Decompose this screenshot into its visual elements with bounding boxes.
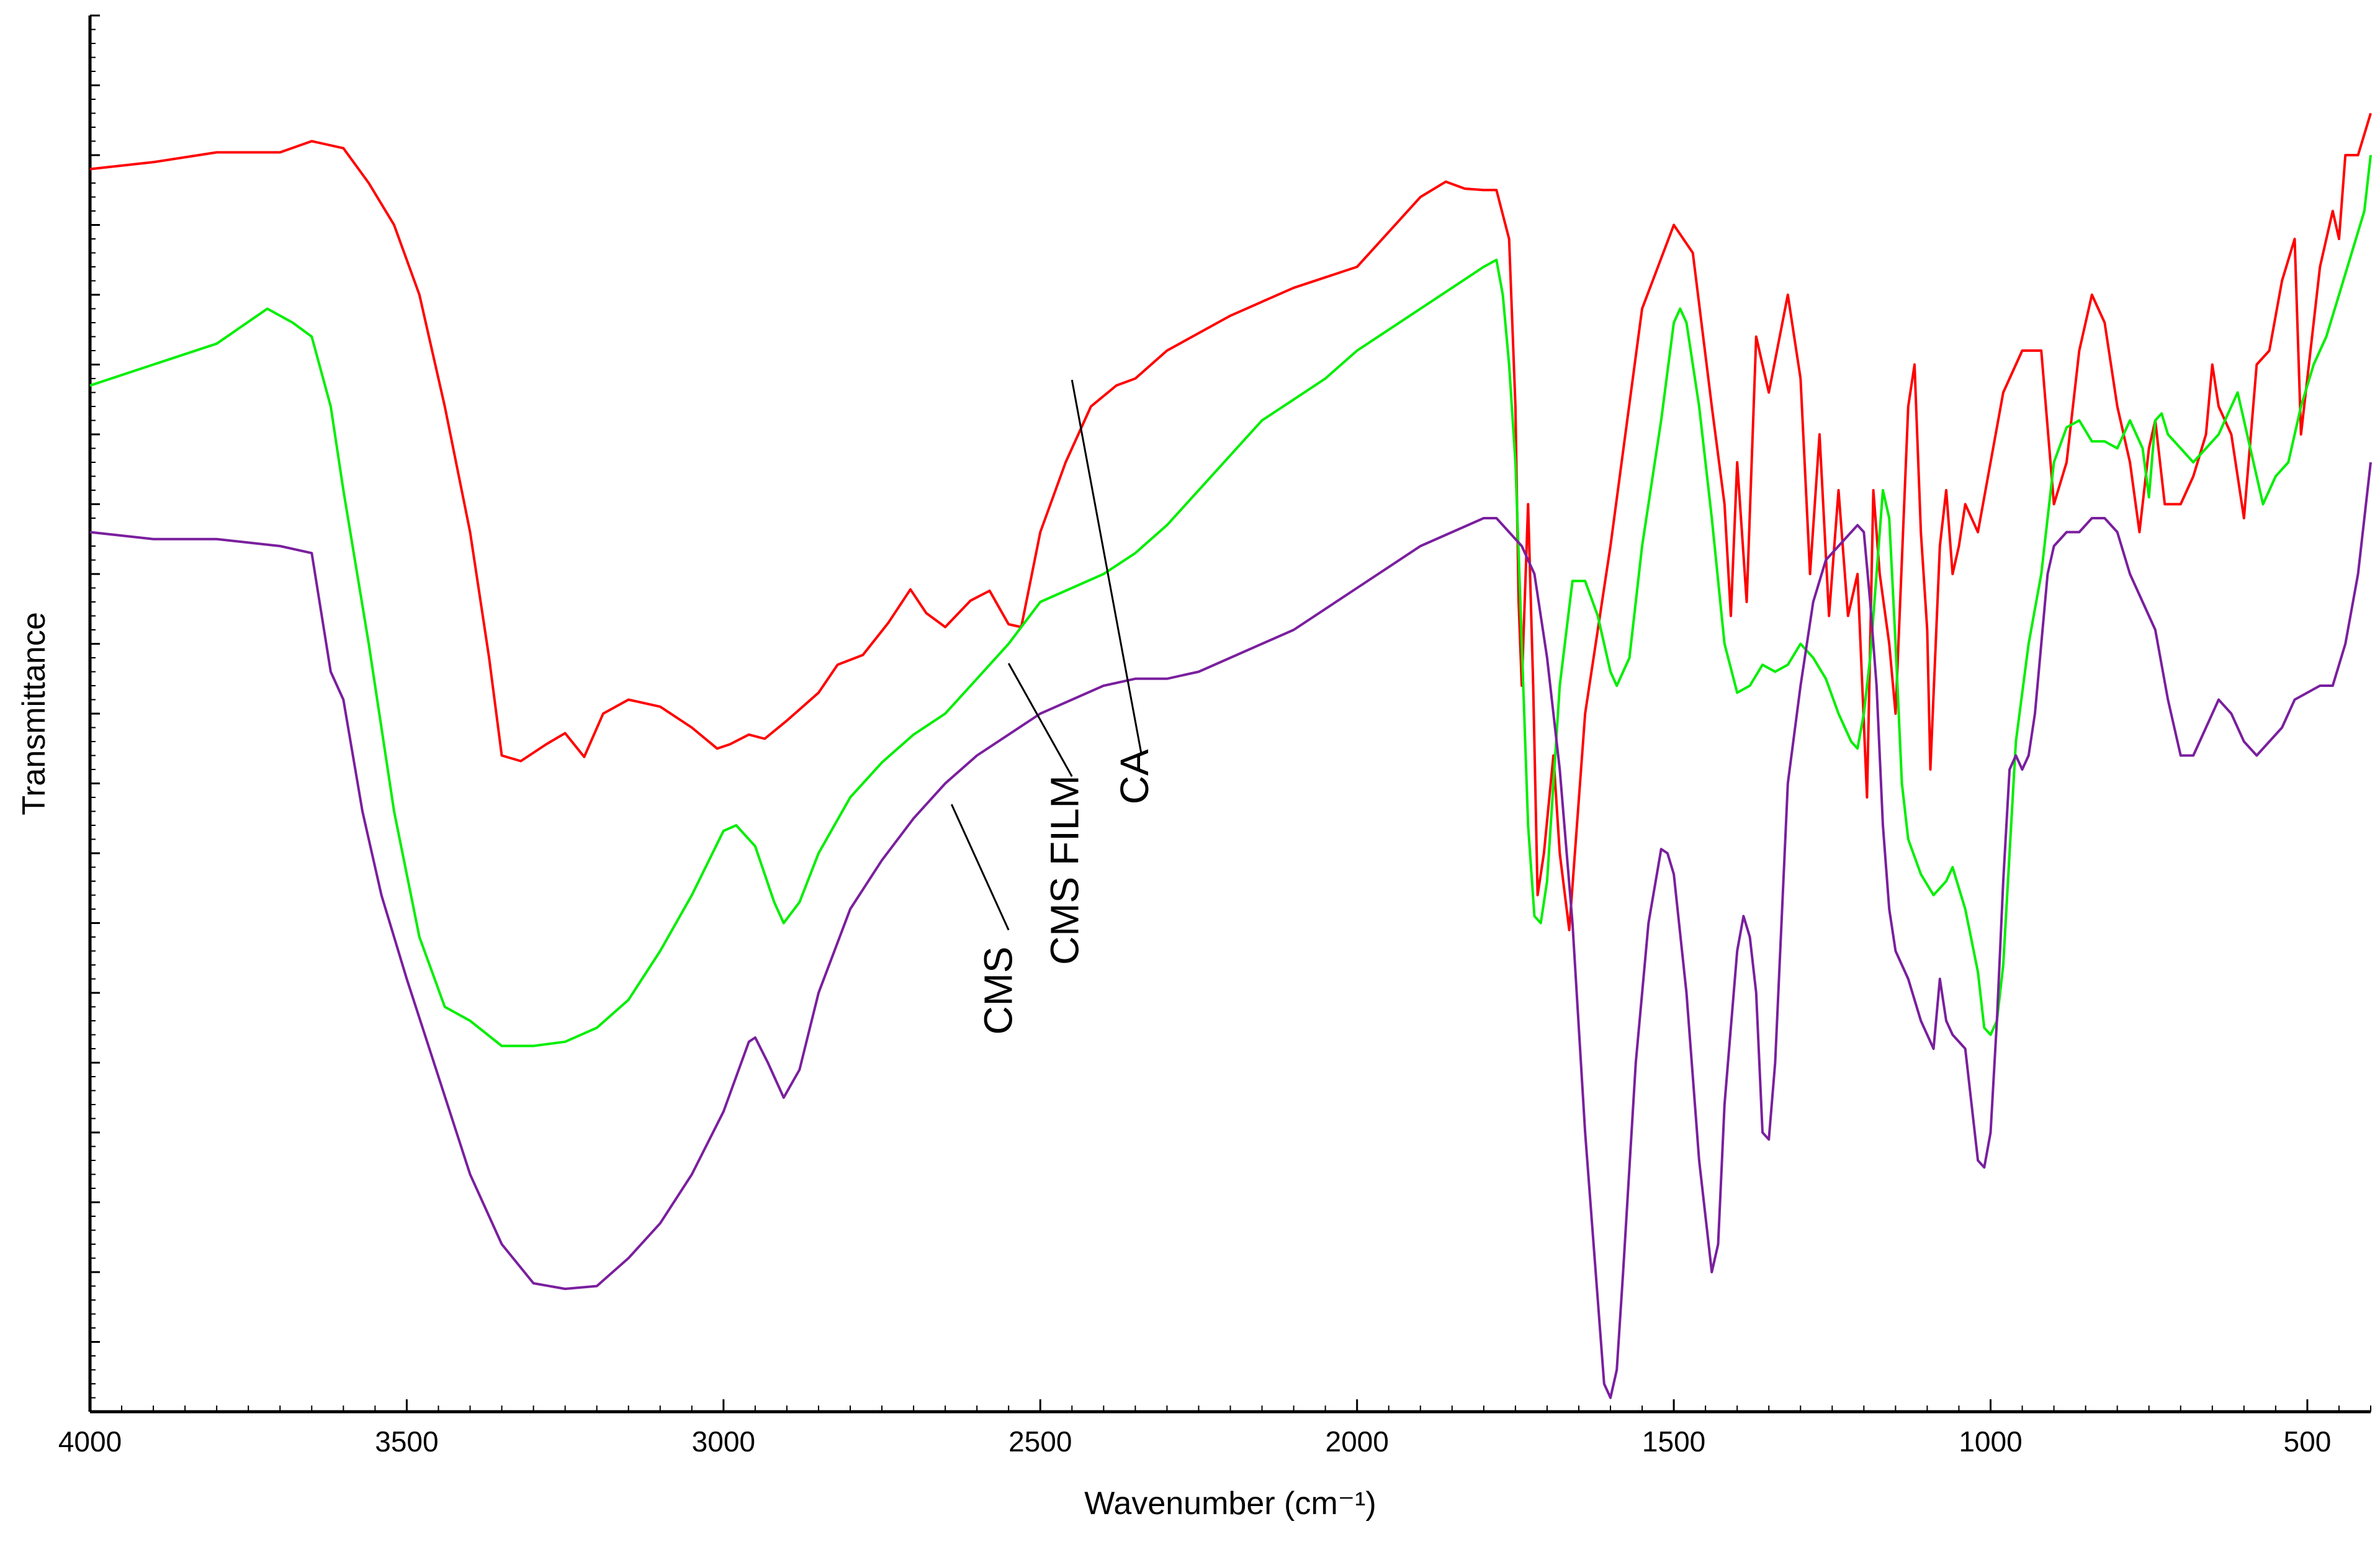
series-annotations: CMS CMS FILM CA — [950, 379, 1157, 1035]
annotation-label: CMS — [976, 946, 1020, 1034]
series-line-cms — [89, 462, 2372, 1399]
annotation-leader-line — [950, 804, 1010, 931]
x-tick-label: 3000 — [692, 1425, 755, 1458]
annotation-label: CMS FILM — [1043, 775, 1087, 965]
plot-area: 4000 3500 3000 2500 2000 1500 1000 500 CMS CMS F… — [58, 14, 2372, 1458]
series-lines — [89, 112, 2372, 1399]
x-tick-label: 2000 — [1325, 1425, 1388, 1458]
x-tick-label: 1000 — [1959, 1425, 2022, 1458]
x-tick-label: 3500 — [375, 1425, 438, 1458]
x-tick-label: 1500 — [1642, 1425, 1705, 1458]
annotation-leader-line — [1071, 379, 1143, 756]
x-tick-label: 4000 — [58, 1425, 122, 1458]
x-tick-label: 500 — [2284, 1425, 2332, 1458]
annotation-leader-line — [1007, 663, 1073, 777]
series-line-cms-film — [89, 155, 2372, 1047]
x-axis-ticks: 4000 3500 3000 2500 2000 1500 1000 500 — [58, 1399, 2371, 1458]
y-axis-minor-ticks — [90, 14, 100, 1413]
series-line-ca — [89, 112, 2372, 931]
x-tick-label: 2500 — [1008, 1425, 1072, 1458]
annotation-label: CA — [1112, 749, 1157, 804]
y-axis-title: Transmittance — [16, 612, 52, 815]
x-axis-title: Wavenumber (cm⁻¹) — [1084, 1486, 1376, 1522]
